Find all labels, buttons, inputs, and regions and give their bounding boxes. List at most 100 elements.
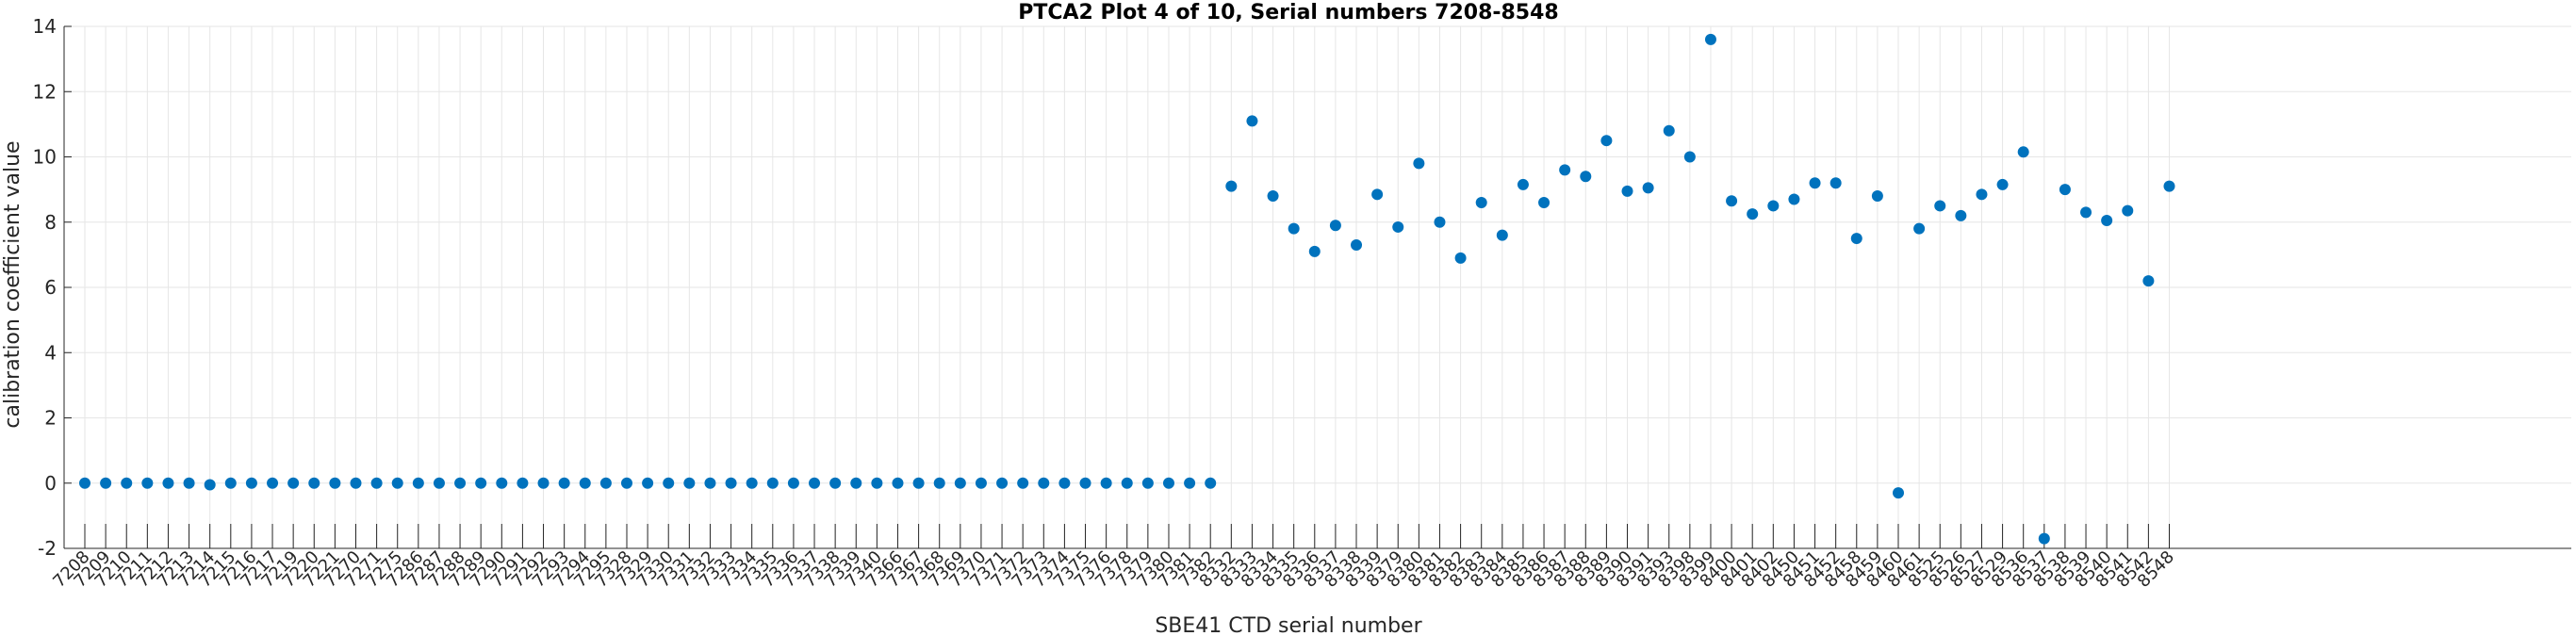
data-point [1976,188,1988,201]
data-point [517,477,529,489]
data-point [224,477,237,489]
y-tick-label: 8 [44,211,57,234]
data-point [1475,196,1487,208]
data-point [1038,477,1050,489]
data-point [1141,477,1154,489]
data-point [2017,146,2029,158]
data-point [1580,171,1592,183]
data-point [121,477,133,489]
data-point [2101,215,2113,227]
data-point [766,477,779,489]
data-point [1809,177,1821,189]
data-point [1100,477,1112,489]
data-point [1329,220,1341,232]
data-point [412,477,424,489]
data-point [267,477,279,489]
data-point [1726,195,1738,207]
data-point [746,477,758,489]
data-point [809,477,821,489]
data-point [1371,188,1384,201]
data-point [1288,222,1300,235]
data-point [663,477,675,489]
data-point [642,477,654,489]
data-point [1850,233,1862,245]
data-point [2122,204,2134,217]
y-tick-label: 10 [33,146,57,169]
data-point [1392,220,1404,233]
data-point [287,477,300,489]
data-point [1162,477,1174,489]
data-point [599,477,612,489]
data-point [1829,177,1842,189]
data-point [1913,222,1926,235]
data-point [1454,252,1467,264]
y-axis-label: calibration coefficient value [1,140,25,428]
data-point [2080,206,2092,219]
data-point [1871,190,1883,203]
data-point [871,477,883,489]
data-point [1058,477,1071,489]
data-point [2142,275,2155,287]
data-point [1893,487,1905,499]
data-point [1351,238,1363,251]
data-point [892,477,904,489]
data-point [912,477,925,489]
data-point [79,477,90,489]
data-point [558,477,570,489]
data-point [308,477,320,489]
data-point [1559,164,1571,176]
data-point [1788,193,1800,205]
data-point [1955,209,1967,221]
y-tick-label: 12 [33,80,57,103]
x-tick-labels: 7208720972107211721272137214721572167217… [49,547,2178,592]
data-point [433,477,445,489]
data-point [1517,178,1529,190]
data-point [1747,208,1759,220]
data-point [1496,229,1508,241]
data-point [204,479,216,491]
data-point [1934,200,1946,212]
data-point [933,477,945,489]
data-point [1246,115,1258,127]
y-tick-label: 6 [44,276,57,299]
data-point [1538,196,1551,208]
data-point [1621,185,1633,197]
data-point [329,477,341,489]
data-point [683,477,696,489]
data-point [1205,477,1217,489]
data-point [1683,151,1696,163]
data-point [1413,157,1425,170]
data-point [1704,33,1716,45]
data-point [1225,180,1238,192]
data-point [787,477,799,489]
data-point [850,477,862,489]
y-tick-labels: -2 0 2 4 6 8 10 12 14 [33,15,57,560]
data-point [537,477,550,489]
data-point [2163,180,2175,192]
data-point [162,477,174,489]
data-point [1308,245,1321,257]
y-tick-label: 0 [44,472,57,495]
data-point [620,477,632,489]
data-point [996,477,1009,489]
grid [64,25,2571,549]
data-point [1267,190,1279,203]
data-point [1017,477,1029,489]
y-tick-label: 4 [44,341,57,364]
x-axis-label: SBE41 CTD serial number [1155,614,1422,636]
axes [63,25,2571,549]
data-point [954,477,966,489]
data-point [1434,216,1446,228]
data-point [496,477,508,489]
chart-title: PTCA2 Plot 4 of 10, Serial numbers 7208-… [1018,1,1558,24]
data-point [370,477,383,489]
data-point [350,477,362,489]
data-point [579,477,591,489]
data-point [1121,477,1133,489]
data-point [183,477,195,489]
data-point [1184,477,1196,489]
data-point [704,477,716,489]
data-point [2038,532,2050,545]
data-point [975,477,987,489]
